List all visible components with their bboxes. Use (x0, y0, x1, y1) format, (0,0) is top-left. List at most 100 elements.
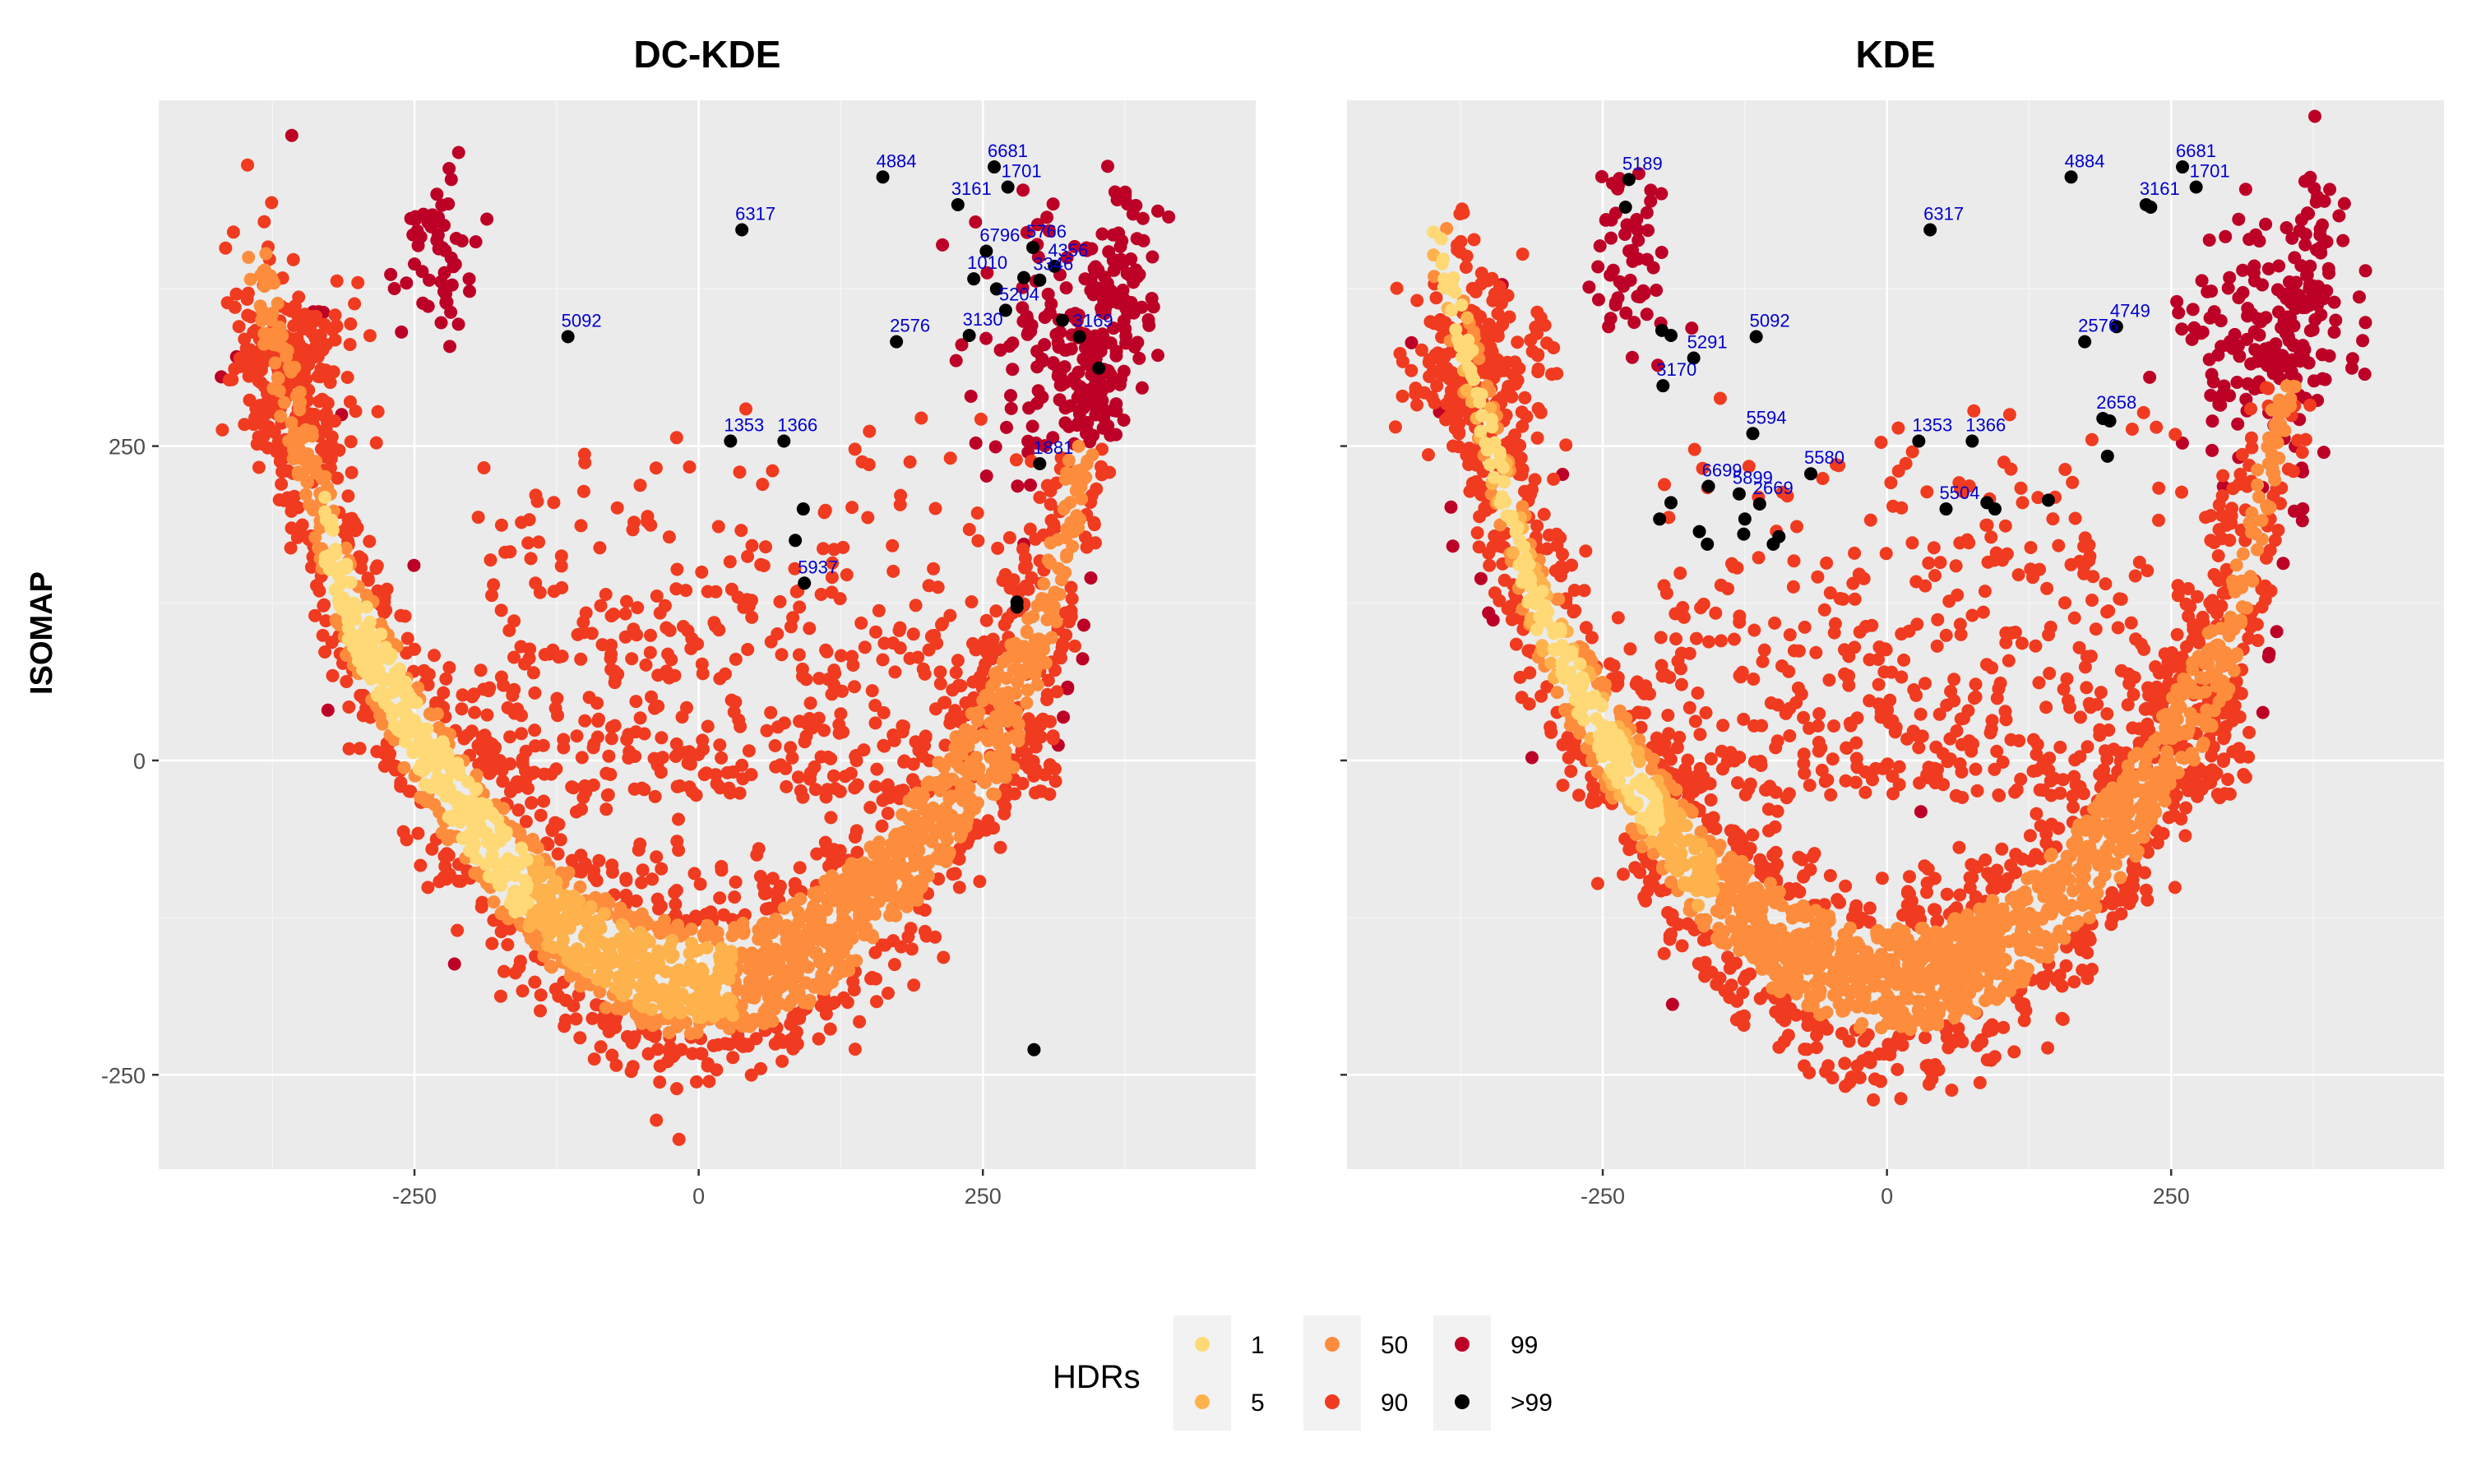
scatter-point (795, 945, 808, 959)
scatter-point (1789, 1009, 1803, 1022)
scatter-point (1730, 995, 1743, 1008)
scatter-point (1612, 291, 1625, 304)
scatter-point (1468, 233, 1481, 247)
scatter-point (1905, 895, 1919, 908)
scatter-point (1675, 678, 1688, 691)
scatter-point (2317, 446, 2330, 459)
scatter-point (1690, 632, 1703, 645)
scatter-point (1488, 586, 1502, 599)
scatter-point (463, 272, 476, 285)
scatter-point (670, 834, 683, 848)
scatter-point (2238, 478, 2251, 491)
extreme-point (1056, 314, 1069, 327)
scatter-point (971, 534, 984, 548)
scatter-point (344, 338, 357, 351)
scatter-point (985, 652, 998, 665)
scatter-point (1039, 311, 1052, 324)
scatter-point (2262, 650, 2275, 663)
scatter-point (438, 266, 451, 280)
scatter-point (793, 1012, 806, 1025)
scatter-point (1839, 880, 1852, 893)
scatter-point (2178, 830, 2192, 843)
scatter-point (827, 770, 840, 783)
scatter-point (715, 1006, 729, 1019)
scatter-point (1454, 235, 1467, 248)
scatter-point (605, 721, 618, 734)
point-label-3161: 3161 (951, 178, 992, 199)
scatter-point (2041, 969, 2054, 982)
scatter-point (1655, 246, 1669, 259)
scatter-point (483, 767, 496, 780)
scatter-point (650, 921, 664, 934)
scatter-point (926, 629, 939, 642)
scatter-point (736, 772, 749, 785)
scatter-point (2100, 707, 2113, 720)
scatter-point (1409, 381, 1423, 395)
scatter-point (1995, 843, 2008, 856)
scatter-point (527, 666, 540, 679)
scatter-point (1081, 541, 1094, 554)
scatter-point (570, 1012, 583, 1025)
scatter-point (233, 320, 246, 333)
scatter-point (293, 403, 306, 416)
scatter-point (793, 648, 806, 661)
scatter-point (886, 565, 900, 578)
scatter-point (1059, 401, 1072, 414)
scatter-point (1466, 477, 1479, 490)
scatter-point (1739, 788, 1752, 802)
scatter-point (1101, 159, 1114, 173)
scatter-point (288, 490, 301, 503)
scatter-point (1585, 796, 1598, 809)
scatter-point (2245, 432, 2258, 445)
scatter-point (2204, 389, 2217, 402)
scatter-point (613, 932, 627, 945)
scatter-point (371, 689, 384, 702)
scatter-point (1626, 351, 1639, 364)
scatter-point (2213, 791, 2226, 804)
scatter-point (630, 628, 643, 641)
scatter-point (997, 807, 1011, 821)
scatter-point (627, 1060, 640, 1073)
scatter-point (764, 706, 777, 719)
scatter-point (974, 413, 988, 426)
scatter-point (575, 519, 588, 532)
scatter-point (664, 950, 678, 964)
scatter-point (1957, 712, 1970, 725)
scatter-point (1617, 867, 1630, 881)
scatter-point (1514, 671, 1527, 684)
scatter-point (2356, 334, 2369, 347)
scatter-point (403, 784, 416, 797)
scatter-point (2203, 353, 2216, 366)
scatter-point (588, 1052, 601, 1066)
scatter-point (443, 340, 456, 353)
scatter-point (1592, 294, 1605, 307)
scatter-point (285, 542, 298, 555)
scatter-point (606, 866, 619, 879)
scatter-point (348, 298, 361, 311)
scatter-point (2042, 764, 2055, 777)
scatter-point (1035, 355, 1048, 368)
scatter-point (863, 425, 876, 438)
scatter-point (634, 711, 647, 724)
scatter-point (917, 860, 930, 873)
scatter-point (1532, 363, 1545, 376)
scatter-point (849, 442, 862, 455)
scatter-point (1086, 429, 1099, 442)
scatter-point (1820, 557, 1833, 570)
scatter-point (314, 370, 327, 383)
scatter-point (670, 1082, 683, 1095)
scatter-point (729, 696, 742, 709)
scatter-point (1671, 741, 1684, 754)
scatter-point (360, 589, 373, 602)
scatter-point (712, 520, 725, 534)
scatter-point (2346, 352, 2359, 365)
extreme-point-5092 (562, 331, 575, 344)
point-label-1701: 1701 (1002, 161, 1042, 182)
scatter-point (528, 724, 541, 737)
scatter-point (980, 469, 993, 483)
scatter-point (1772, 1041, 1785, 1054)
scatter-point (2094, 686, 2108, 699)
scatter-point (1482, 607, 1495, 620)
scatter-point (812, 1033, 826, 1046)
scatter-point (1124, 252, 1137, 266)
